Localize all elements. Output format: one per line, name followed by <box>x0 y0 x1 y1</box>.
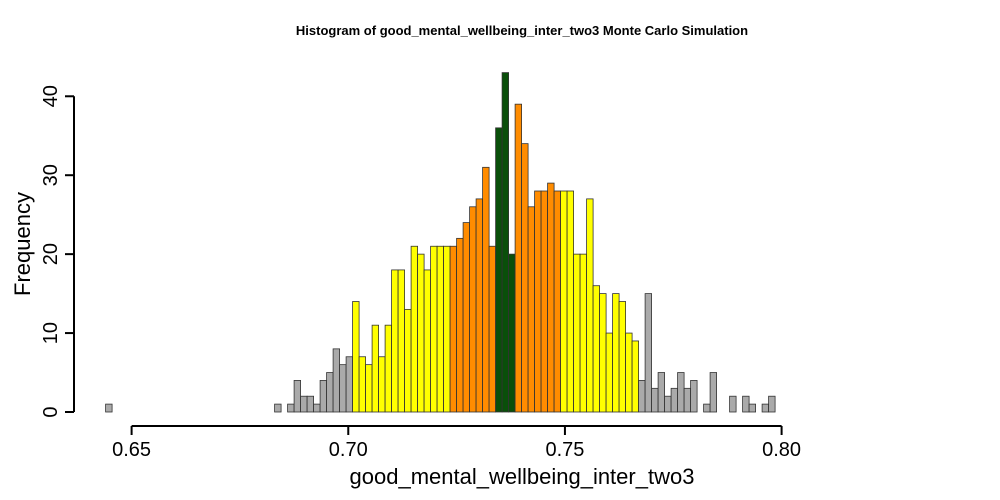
histogram-bar <box>462 222 471 413</box>
histogram-bar <box>657 372 665 413</box>
histogram-bar <box>729 395 737 413</box>
histogram-bar <box>651 387 659 413</box>
histogram-bar <box>748 403 756 413</box>
histogram-bar <box>384 324 393 413</box>
histogram-bar <box>566 190 574 413</box>
chart-title: Histogram of good_mental_wellbeing_inter… <box>296 23 748 38</box>
histogram-bar <box>573 253 581 413</box>
x-tick-label: 0.75 <box>545 439 584 461</box>
histogram-bar <box>508 253 516 413</box>
histogram-bar <box>274 403 282 413</box>
histogram-bar <box>540 190 548 413</box>
y-tick-label: 40 <box>40 85 62 107</box>
histogram-bar <box>417 253 425 413</box>
histogram-bar <box>443 245 451 413</box>
histogram-bar <box>527 206 535 413</box>
histogram-bar <box>410 245 419 413</box>
histogram-bar <box>501 72 510 413</box>
histogram-bar <box>332 348 341 413</box>
y-tick-label: 20 <box>40 243 62 265</box>
histogram-bar <box>371 324 380 413</box>
histogram-bar <box>599 293 607 413</box>
histogram-bar <box>397 269 406 413</box>
histogram-bar <box>456 237 464 413</box>
y-axis: 0 10 20 30 40 <box>40 85 75 418</box>
histogram-bar <box>339 364 347 413</box>
histogram-bar <box>638 380 646 413</box>
x-tick-label: 0.70 <box>329 439 368 461</box>
histogram-bar <box>631 340 639 413</box>
histogram-bar <box>469 206 477 413</box>
histogram-bar <box>664 395 672 413</box>
histogram-bar <box>293 380 302 413</box>
histogram-bar <box>670 387 678 413</box>
histogram-bars <box>105 72 776 413</box>
x-tick-label: 0.80 <box>762 439 801 461</box>
y-tick-label: 30 <box>40 164 62 186</box>
histogram-bar <box>365 364 373 413</box>
histogram-bar <box>326 372 334 413</box>
histogram-bar <box>618 301 626 413</box>
histogram-bar <box>378 356 386 413</box>
histogram-bar <box>742 395 750 413</box>
histogram-bar <box>677 372 685 413</box>
x-axis: 0.65 0.70 0.75 0.80 <box>112 425 801 461</box>
histogram-bar <box>358 356 367 413</box>
histogram-bar <box>404 308 412 413</box>
x-axis-label: good_mental_wellbeing_inter_two3 <box>350 464 695 489</box>
histogram-bar <box>423 269 432 413</box>
histogram-bar <box>449 245 458 413</box>
y-tick-label: 10 <box>40 322 62 344</box>
y-axis-label: Frequency <box>10 192 35 296</box>
histogram-bar <box>605 332 613 413</box>
histogram-bar <box>345 356 354 413</box>
y-tick-label: 0 <box>40 406 62 417</box>
histogram-bar <box>430 245 438 413</box>
histogram-bar <box>586 198 594 413</box>
histogram-bar <box>495 127 503 413</box>
histogram-bar <box>482 166 490 413</box>
histogram-bar <box>300 395 308 413</box>
histogram-bar <box>690 380 698 413</box>
histogram-bar <box>313 403 321 413</box>
histogram-bar <box>287 403 295 413</box>
histogram-bar <box>709 372 717 413</box>
histogram-bar <box>768 395 776 413</box>
histogram-bar <box>703 403 711 413</box>
histogram-bar <box>352 301 360 413</box>
histogram-bar <box>319 380 328 413</box>
histogram-bar <box>592 285 600 413</box>
histogram-bar <box>391 269 399 413</box>
histogram-bar <box>625 332 633 413</box>
histogram-bar <box>534 190 542 413</box>
histogram-bar <box>579 253 587 413</box>
histogram-bar <box>488 245 497 413</box>
histogram-bar <box>644 293 652 413</box>
histogram-bar <box>105 403 113 413</box>
histogram-bar <box>475 198 484 413</box>
histogram-bar <box>761 403 769 413</box>
histogram-bar <box>553 190 561 413</box>
histogram-bar <box>436 245 445 413</box>
histogram-bar <box>514 103 522 413</box>
histogram-bar <box>683 387 691 413</box>
histogram-bar <box>521 143 529 413</box>
histogram-bar <box>612 293 620 413</box>
histogram-bar <box>547 182 555 413</box>
histogram-bar <box>306 395 315 413</box>
histogram-bar <box>560 190 568 413</box>
x-tick-label: 0.65 <box>112 439 151 461</box>
